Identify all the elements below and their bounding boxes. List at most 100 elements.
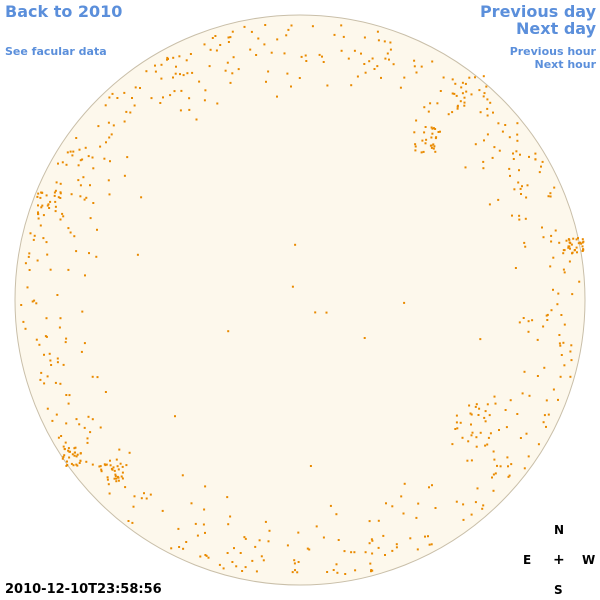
feature-mark xyxy=(430,543,433,546)
feature-mark xyxy=(516,133,519,136)
feature-mark xyxy=(61,212,64,215)
feature-mark xyxy=(475,445,478,448)
feature-mark xyxy=(515,150,518,153)
feature-mark xyxy=(491,476,493,479)
feature-mark xyxy=(527,330,530,333)
feature-mark xyxy=(39,196,42,199)
feature-mark xyxy=(399,86,402,89)
feature-mark xyxy=(368,60,371,63)
feature-mark xyxy=(536,375,539,377)
feature-mark xyxy=(354,569,357,572)
feature-mark xyxy=(439,130,441,133)
feature-mark xyxy=(454,82,457,85)
feature-mark xyxy=(244,566,247,569)
feature-mark xyxy=(424,126,427,128)
feature-mark xyxy=(425,138,428,141)
feature-mark xyxy=(493,146,496,149)
feature-mark xyxy=(488,203,491,206)
feature-mark xyxy=(121,465,124,468)
feature-mark xyxy=(546,313,549,316)
next-hour-link[interactable]: Next hour xyxy=(534,58,597,71)
feature-mark xyxy=(550,234,553,237)
feature-mark xyxy=(395,546,398,549)
feature-mark xyxy=(469,412,472,415)
feature-mark xyxy=(360,52,362,55)
feature-mark xyxy=(369,562,372,565)
feature-mark xyxy=(172,56,175,59)
feature-mark xyxy=(371,552,374,555)
feature-mark xyxy=(525,432,528,435)
feature-mark xyxy=(305,60,308,62)
next-day-link[interactable]: Next day xyxy=(516,19,596,38)
feature-mark xyxy=(46,375,49,378)
feature-mark xyxy=(563,271,566,274)
feature-mark xyxy=(188,97,191,100)
feature-mark xyxy=(364,551,367,554)
feature-mark xyxy=(296,571,299,574)
feature-mark xyxy=(482,160,485,163)
feature-mark xyxy=(203,99,206,102)
feature-mark xyxy=(540,165,542,168)
feature-mark xyxy=(107,483,110,486)
feature-mark xyxy=(518,214,521,217)
feature-mark xyxy=(104,464,107,467)
feature-mark xyxy=(203,508,206,511)
feature-mark xyxy=(493,395,496,398)
feature-mark xyxy=(145,497,148,500)
feature-mark xyxy=(581,245,584,248)
feature-mark xyxy=(43,382,46,385)
feature-mark xyxy=(182,74,185,77)
feature-mark xyxy=(371,57,374,60)
feature-mark xyxy=(59,317,62,320)
feature-mark xyxy=(241,570,244,572)
feature-mark xyxy=(198,80,201,83)
feature-mark xyxy=(403,301,406,304)
previous-hour-link[interactable]: Previous hour xyxy=(509,45,596,58)
feature-mark xyxy=(415,516,418,519)
feature-mark xyxy=(77,164,80,167)
feature-mark xyxy=(337,539,340,541)
feature-mark xyxy=(434,507,437,509)
feature-mark xyxy=(414,143,417,146)
back-to-year-link[interactable]: Back to 2010 xyxy=(5,2,123,21)
feature-mark xyxy=(519,153,521,156)
feature-mark xyxy=(125,110,128,113)
feature-mark xyxy=(79,184,82,187)
feature-mark xyxy=(436,102,439,105)
feature-mark xyxy=(114,475,117,478)
feature-mark xyxy=(27,255,30,258)
previous-day-link[interactable]: Previous day xyxy=(479,2,596,21)
feature-mark xyxy=(140,497,143,500)
feature-mark xyxy=(178,546,181,548)
feature-mark xyxy=(89,184,91,187)
feature-mark xyxy=(442,76,445,79)
feature-mark xyxy=(531,319,534,322)
feature-mark xyxy=(79,159,82,162)
feature-mark xyxy=(342,35,345,38)
feature-mark xyxy=(40,191,43,194)
feature-mark xyxy=(486,133,489,136)
feature-mark xyxy=(286,72,289,75)
feature-mark xyxy=(538,171,541,174)
feature-mark xyxy=(72,464,75,467)
feature-mark xyxy=(417,502,420,505)
feature-mark xyxy=(128,451,131,454)
feature-mark xyxy=(46,253,49,256)
feature-mark xyxy=(377,39,380,42)
feature-mark xyxy=(43,353,45,356)
feature-mark xyxy=(453,92,456,95)
feature-mark xyxy=(565,239,568,242)
feature-mark xyxy=(451,443,454,446)
feature-mark xyxy=(195,118,198,121)
feature-mark xyxy=(276,38,279,41)
feature-mark xyxy=(62,445,65,448)
facular-data-link[interactable]: See facular data xyxy=(5,45,107,58)
feature-mark xyxy=(557,398,559,401)
feature-mark xyxy=(546,319,549,321)
feature-mark xyxy=(492,111,494,114)
feature-mark xyxy=(287,28,290,31)
feature-mark xyxy=(33,299,36,302)
feature-mark xyxy=(283,52,286,55)
feature-mark xyxy=(103,157,106,160)
